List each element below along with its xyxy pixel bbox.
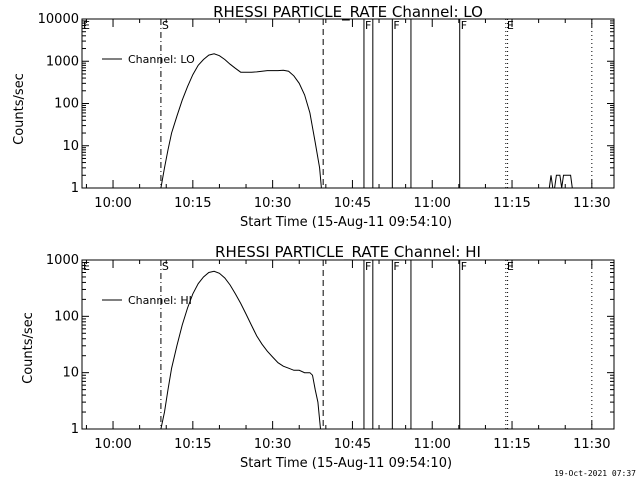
hi-x-tick-label: 10:30 [254, 437, 291, 452]
lo-series-line [160, 53, 322, 189]
lo-plot-frame [81, 18, 615, 189]
lo-legend-label: Channel: LO [128, 53, 195, 66]
hi-y-tick-label: 10 [62, 366, 79, 381]
hi-marker-label: F [393, 260, 399, 273]
lo-y-tick-label: 10000 [38, 12, 79, 27]
hi-y-tick-label: 100 [54, 309, 79, 324]
hi-marker-label: E [507, 260, 514, 273]
lo-x-tick-label: 11:00 [413, 196, 450, 211]
hi-marker-label: F [365, 260, 371, 273]
lo-y-tick-label: 10 [62, 139, 79, 154]
lo-chart-title: RHESSI PARTICLE_RATE Channel: LO [213, 3, 483, 22]
lo-marker-label: E [507, 19, 514, 32]
lo-y-tick-label: 1000 [46, 54, 79, 69]
lo-x-tick-label: 11:30 [573, 196, 610, 211]
lo-marker-label: F [365, 19, 371, 32]
lo-x-tick-label: 10:15 [174, 196, 211, 211]
lo-marker-label: F [393, 19, 399, 32]
hi-marker-label: S [162, 260, 169, 273]
hi-y-tick-label: 1 [71, 422, 79, 437]
hi-x-tick-label: 10:00 [94, 437, 131, 452]
timestamp: 19-Oct-2021 07:37 [554, 469, 636, 478]
hi-x-tick-label: 11:30 [573, 437, 610, 452]
lo-y-tick-label: 1 [71, 181, 79, 196]
lo-y-tick-label: 100 [54, 97, 79, 112]
hi-series-line [160, 270, 321, 430]
lo-x-tick-label: 10:00 [94, 196, 131, 211]
lo-x-tick-label: 11:15 [493, 196, 530, 211]
hi-y-tick-label: 1000 [46, 253, 79, 268]
lo-series-line [548, 174, 573, 189]
lo-marker-label: F [461, 19, 467, 32]
lo-y-axis-label: Counts/sec [12, 73, 27, 145]
lo-x-tick-label: 10:45 [334, 196, 371, 211]
lo-channel-panel: RHESSI PARTICLE_RATE Channel: LO Counts/… [12, 3, 615, 230]
hi-corner-marker-label: E [83, 260, 90, 273]
hi-x-tick-label: 11:00 [413, 437, 450, 452]
lo-corner-marker-label: E [83, 19, 90, 32]
hi-x-tick-label: 11:15 [493, 437, 530, 452]
hi-x-axis-label: Start Time (15-Aug-11 09:54:10) [240, 456, 452, 471]
hi-channel-panel: RHESSI PARTICLE_RATE Channel: HI Counts/… [21, 243, 615, 471]
hi-plot-frame [81, 259, 615, 430]
hi-legend-label: Channel: HI [128, 294, 192, 307]
lo-marker-label: S [162, 19, 169, 32]
lo-x-tick-label: 10:30 [254, 196, 291, 211]
hi-x-tick-label: 10:45 [334, 437, 371, 452]
hi-marker-label: F [461, 260, 467, 273]
hi-x-tick-label: 10:15 [174, 437, 211, 452]
hi-y-axis-label: Counts/sec [21, 312, 36, 384]
hi-chart-title: RHESSI PARTICLE_RATE Channel: HI [215, 243, 481, 262]
lo-x-axis-label: Start Time (15-Aug-11 09:54:10) [240, 215, 452, 230]
